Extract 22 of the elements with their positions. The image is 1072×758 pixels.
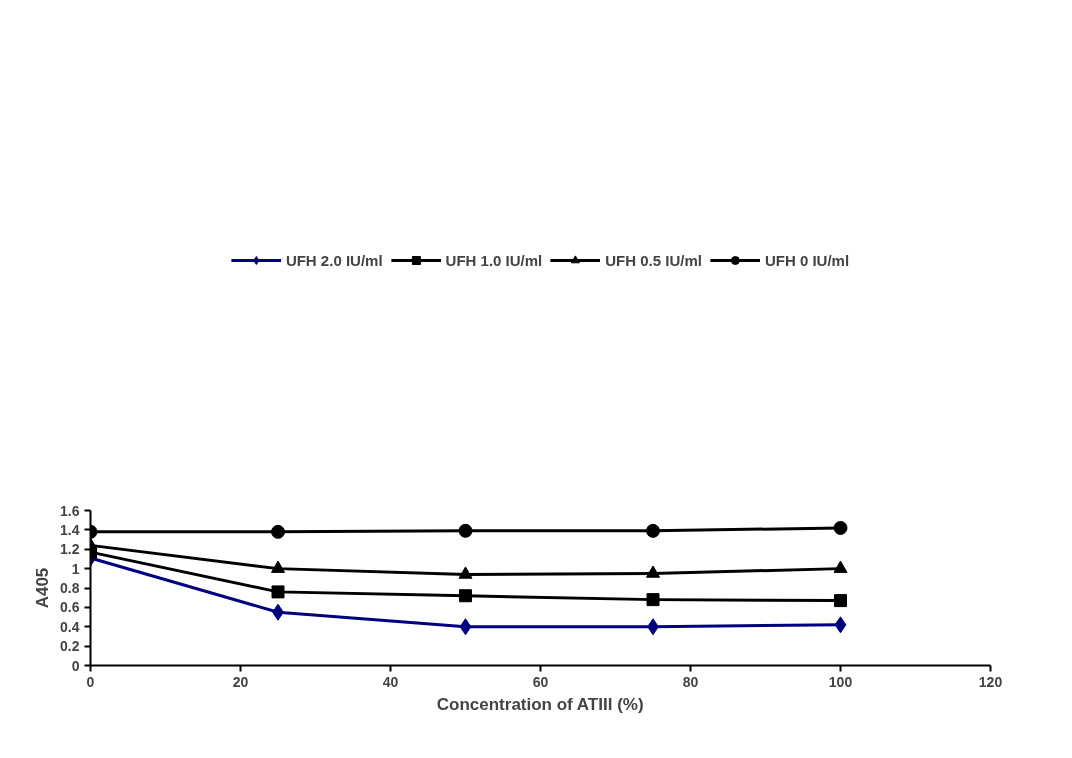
x-tick-label: 80: [682, 673, 699, 690]
x-tick-label: 100: [828, 673, 853, 690]
y-tick-label: 0: [71, 657, 80, 674]
x-tick-label: 60: [532, 673, 549, 690]
x-tick-label: 40: [382, 673, 399, 690]
y-tick-label: 0.8: [60, 580, 80, 596]
legend-label: UFH 2.0 IU/ml: [285, 251, 383, 269]
y-tick-label: 0.2: [60, 638, 80, 655]
legend-label: UFH 0.5 IU/ml: [605, 251, 702, 269]
y-axis-title: A405: [33, 567, 53, 609]
legend-label: UFH 1.0 IU/ml: [445, 251, 543, 269]
x-tick-label: 120: [978, 673, 1003, 690]
y-tick-label: 1.4: [60, 521, 80, 538]
y-tick-label: 0.6: [60, 599, 80, 616]
y-tick-label: 1.2: [60, 541, 80, 558]
y-tick-label: 1: [71, 560, 80, 577]
y-tick-label: 0.4: [60, 618, 80, 635]
x-tick-label: 0: [86, 673, 95, 690]
y-tick-label: 1.6: [60, 502, 80, 519]
x-axis-title: Concentration of ATIII (%): [436, 694, 644, 714]
legend-label: UFH 0 IU/ml: [764, 251, 850, 269]
x-tick-label: 20: [232, 673, 249, 690]
